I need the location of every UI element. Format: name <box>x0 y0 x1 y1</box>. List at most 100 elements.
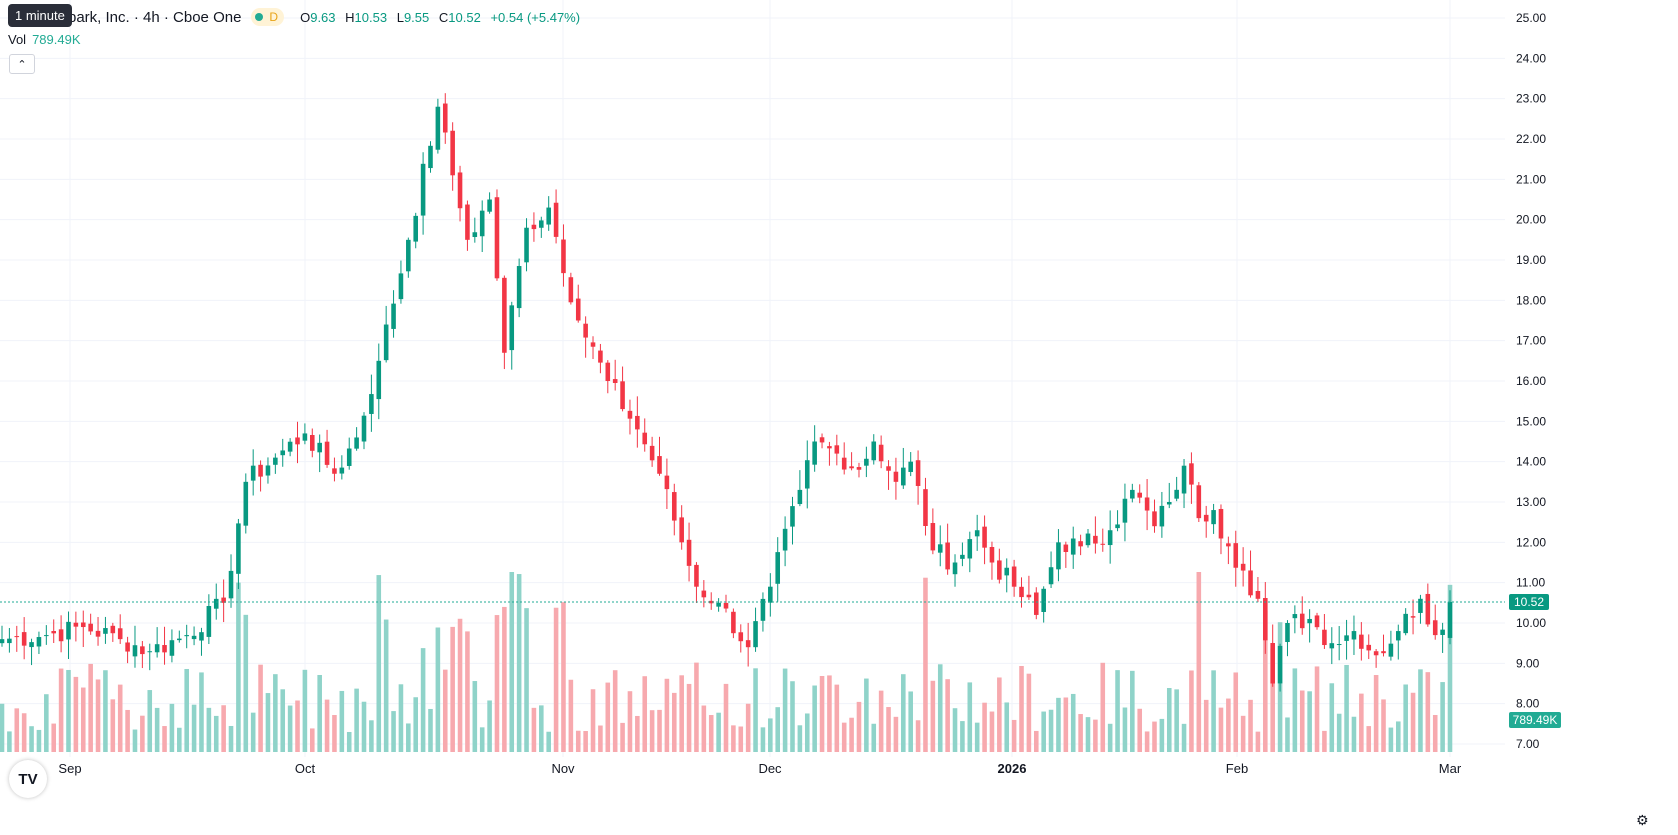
candle-body[interactable] <box>1093 535 1098 544</box>
candle-body[interactable] <box>169 640 175 656</box>
candle-body[interactable] <box>1410 616 1416 618</box>
candle-body[interactable] <box>58 629 64 642</box>
candle-body[interactable] <box>502 277 507 353</box>
candle-body[interactable] <box>605 362 611 381</box>
candle-body[interactable] <box>428 145 433 169</box>
candle-body[interactable] <box>88 623 93 632</box>
candle-body[interactable] <box>95 630 101 637</box>
candle-body[interactable] <box>546 207 551 225</box>
candle-body[interactable] <box>36 637 42 647</box>
tradingview-logo[interactable]: TV <box>9 760 47 798</box>
candle-body[interactable] <box>775 552 781 584</box>
candle-body[interactable] <box>915 460 921 486</box>
candle-body[interactable] <box>701 590 707 598</box>
candle-body[interactable] <box>73 622 79 627</box>
candle-body[interactable] <box>1425 593 1431 625</box>
candle-body[interactable] <box>472 232 478 238</box>
candle-body[interactable] <box>738 632 744 642</box>
candle-body[interactable] <box>649 445 655 461</box>
candle-body[interactable] <box>1255 590 1261 599</box>
candle-body[interactable] <box>117 628 123 640</box>
candle-body[interactable] <box>302 433 308 441</box>
gear-icon[interactable]: ⚙ <box>1636 812 1649 828</box>
candle-body[interactable] <box>568 277 574 303</box>
candle-body[interactable] <box>1307 618 1312 624</box>
candle-body[interactable] <box>1418 598 1423 613</box>
candle-body[interactable] <box>635 415 640 430</box>
candle-body[interactable] <box>1381 651 1386 654</box>
candle-body[interactable] <box>1048 567 1054 585</box>
candle-body[interactable] <box>1189 463 1194 485</box>
candle-body[interactable] <box>620 381 625 410</box>
candle-body[interactable] <box>228 570 234 599</box>
candle-body[interactable] <box>878 444 884 462</box>
candle-body[interactable] <box>1152 511 1157 527</box>
candle-body[interactable] <box>1277 645 1283 684</box>
candle-body[interactable] <box>708 600 714 604</box>
candle-body[interactable] <box>206 605 212 637</box>
candle-body[interactable] <box>841 457 847 470</box>
candle-body[interactable] <box>679 517 684 543</box>
candle-body[interactable] <box>657 456 662 474</box>
candle-body[interactable] <box>14 636 20 638</box>
candle-body[interactable] <box>561 239 566 274</box>
candle-body[interactable] <box>1100 543 1106 545</box>
candle-body[interactable] <box>420 163 426 216</box>
candle-body[interactable] <box>664 475 670 490</box>
candle-body[interactable] <box>930 523 936 551</box>
candle-body[interactable] <box>487 199 492 212</box>
candle-body[interactable] <box>103 628 108 634</box>
candle-body[interactable] <box>1122 498 1128 523</box>
candle-body[interactable] <box>1336 644 1342 646</box>
candle-body[interactable] <box>1174 489 1179 499</box>
candle-body[interactable] <box>7 638 12 644</box>
candle-body[interactable] <box>1063 544 1069 552</box>
candle-body[interactable] <box>1004 567 1010 576</box>
candle-body[interactable] <box>1166 502 1172 505</box>
candle-body[interactable] <box>383 324 389 361</box>
candle-body[interactable] <box>250 465 256 481</box>
candle-body[interactable] <box>1033 592 1039 615</box>
candle-body[interactable] <box>339 467 345 474</box>
candle-body[interactable] <box>989 547 995 563</box>
candle-body[interactable] <box>1085 533 1091 546</box>
candle-body[interactable] <box>908 461 913 472</box>
candle-body[interactable] <box>177 638 182 641</box>
candle-body[interactable] <box>1366 644 1372 651</box>
candle-body[interactable] <box>1314 615 1320 628</box>
candle-body[interactable] <box>1373 651 1379 656</box>
candle-body[interactable] <box>945 542 950 570</box>
candle-body[interactable] <box>44 635 49 637</box>
candle-body[interactable] <box>1233 543 1239 568</box>
candle-body[interactable] <box>0 639 5 644</box>
candle-body[interactable] <box>287 441 293 452</box>
candle-body[interactable] <box>723 602 729 609</box>
candle-body[interactable] <box>162 645 167 653</box>
candle-body[interactable] <box>1351 631 1357 640</box>
candle-body[interactable] <box>901 467 906 486</box>
candle-body[interactable] <box>1447 602 1453 638</box>
candle-body[interactable] <box>332 468 337 474</box>
candle-body[interactable] <box>1322 629 1327 646</box>
candle-body[interactable] <box>937 544 943 553</box>
candle-body[interactable] <box>125 642 130 652</box>
candle-body[interactable] <box>782 528 788 551</box>
market-status-badge[interactable]: D <box>251 8 285 26</box>
candle-body[interactable] <box>147 651 153 653</box>
candle-body[interactable] <box>273 457 278 465</box>
candle-body[interactable] <box>243 481 249 526</box>
candle-body[interactable] <box>1403 613 1408 634</box>
candle-body[interactable] <box>974 530 980 537</box>
candle-body[interactable] <box>982 526 987 548</box>
candle-body[interactable] <box>797 489 803 505</box>
candle-body[interactable] <box>450 130 455 176</box>
candle-body[interactable] <box>1285 623 1290 643</box>
candle-body[interactable] <box>997 560 1002 580</box>
candle-body[interactable] <box>834 445 840 454</box>
candle-body[interactable] <box>827 446 832 449</box>
candle-body[interactable] <box>531 224 537 230</box>
candle-body[interactable] <box>465 204 470 240</box>
candle-body[interactable] <box>1270 642 1275 684</box>
candle-body[interactable] <box>199 632 204 641</box>
